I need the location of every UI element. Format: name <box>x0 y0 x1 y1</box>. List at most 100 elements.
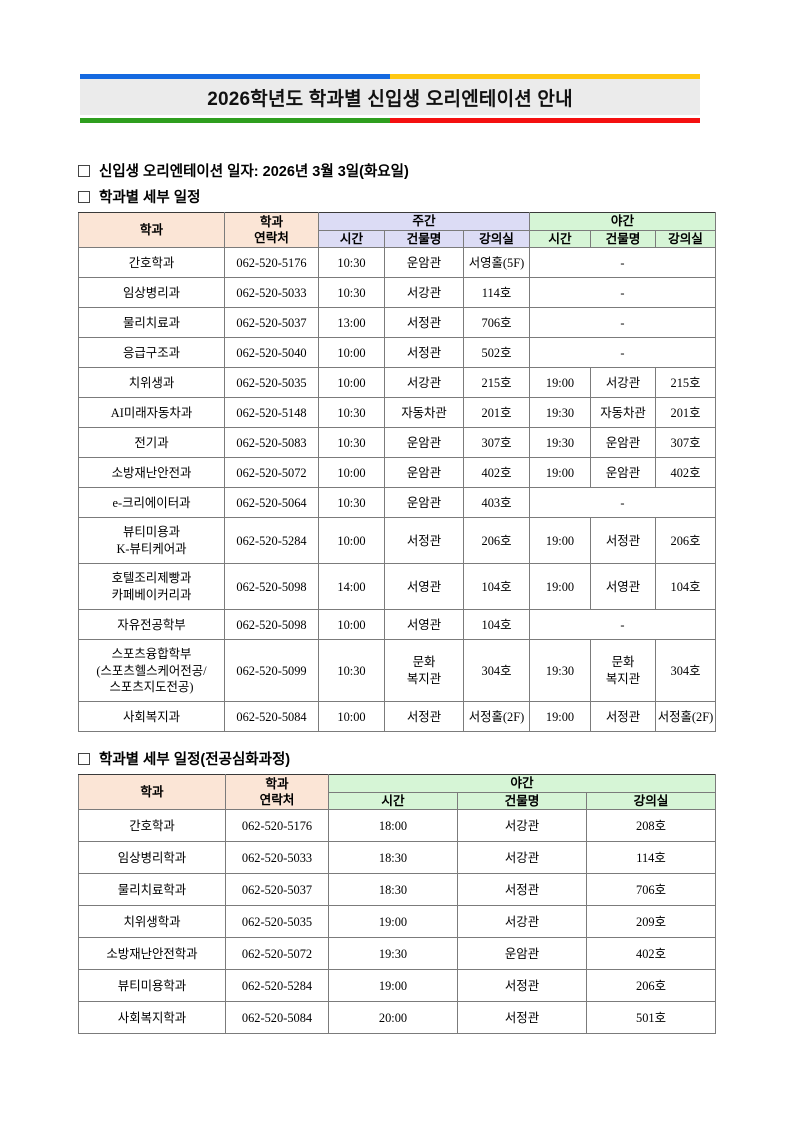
cell-day-room: 304호 <box>463 639 530 703</box>
cell-day-time: 10:00 <box>318 701 385 733</box>
cell-line: 카페베이커리과 <box>111 587 192 602</box>
banner-rule-blue-segment <box>80 74 390 79</box>
cell-day-building: 자동차관 <box>384 397 464 429</box>
banner-rule-green-segment <box>80 118 390 123</box>
cell-night-building: 서강관 <box>457 841 587 875</box>
table1-header-row-1: 학과 학과 연락처 주간 야간 <box>78 211 716 249</box>
th-day-building: 건물명 <box>384 229 464 249</box>
cell-night-time: 19:00 <box>529 457 591 489</box>
cell-night-building: 서정관 <box>590 701 656 733</box>
cell-day-building: 서강관 <box>384 277 464 309</box>
cell-night-building: 서강관 <box>457 809 587 843</box>
th-dept-tel: 학과 연락처 <box>224 211 319 249</box>
bullet-table2-heading-label: 학과별 세부 일정(전공심화과정) <box>99 752 291 768</box>
cell-night-time: 18:30 <box>328 841 458 875</box>
cell-dept-tel: 062-520-5176 <box>224 247 319 279</box>
cell-dept: 뷰티미용학과 <box>78 969 226 1003</box>
cell-day-room: 114호 <box>463 277 530 309</box>
th-group-night: 야간 <box>328 774 716 793</box>
th-dept-tel-line2: 연락처 <box>254 231 289 246</box>
cell-night-time: 19:00 <box>529 367 591 399</box>
bullet-orientation-date: 신입생 오리엔테이션 일자: 2026년 3월 3일(화요일) <box>78 160 409 181</box>
cell-day-room: 서정홀(2F) <box>463 701 530 733</box>
cell-day-building: 운암관 <box>384 427 464 459</box>
cell-day-time: 10:30 <box>318 277 385 309</box>
cell-night-room: 706호 <box>586 873 716 907</box>
cell-dept-tel: 062-520-5083 <box>224 427 319 459</box>
cell-line: 스포츠융합학부 <box>111 647 192 662</box>
table-row: 응급구조과 062-520-5040 10:00 서정관 502호 - <box>78 337 716 369</box>
cell-line: 복지관 <box>605 671 641 686</box>
th-group-night: 야간 <box>529 212 716 231</box>
table1-header-row-2: 시간 건물명 강의실 시간 건물명 강의실 <box>79 229 716 249</box>
th-dept-tel: 학과 연락처 <box>225 773 329 811</box>
table-row: 사회복지과 062-520-5084 10:00 서정관 서정홀(2F) 19:00 서정관… <box>78 701 716 733</box>
cell-dept-tel: 062-520-5148 <box>224 397 319 429</box>
cell-night-room: 206호 <box>655 517 716 565</box>
cell-day-building: 운암관 <box>384 487 464 519</box>
banner-rule-red-segment <box>390 118 700 123</box>
cell-dept: 치위생과 <box>78 367 225 399</box>
cell-night-none: - <box>529 609 716 641</box>
bullet-table2-heading: 학과별 세부 일정(전공심화과정) <box>78 748 290 769</box>
page-title: 2026학년도 학과별 신입생 오리엔테이션 안내 <box>207 88 573 110</box>
th-night-building: 건물명 <box>590 229 656 249</box>
cell-night-room: 402호 <box>586 937 716 971</box>
th-night-room: 강의실 <box>586 791 716 811</box>
cell-night-time: 18:30 <box>328 873 458 907</box>
cell-dept-tel: 062-520-5064 <box>224 487 319 519</box>
bullet-table1-heading: 학과별 세부 일정 <box>78 186 200 207</box>
cell-day-room: 403호 <box>463 487 530 519</box>
cell-night-building: 서영관 <box>590 563 656 611</box>
cell-day-time: 10:30 <box>318 427 385 459</box>
banner-top-rule <box>80 74 700 79</box>
cell-night-time: 19:30 <box>529 639 591 703</box>
cell-day-time: 10:30 <box>318 247 385 279</box>
cell-night-time: 19:00 <box>529 563 591 611</box>
cell-day-building: 운암관 <box>384 457 464 489</box>
cell-dept-tel: 062-520-5098 <box>224 609 319 641</box>
cell-dept: 간호학과 <box>78 247 225 279</box>
cell-night-none: - <box>529 337 716 369</box>
cell-night-building: 서강관 <box>457 905 587 939</box>
cell-dept: 호텔조리제빵과 카페베이커리과 <box>78 563 225 611</box>
cell-dept: 임상병리과 <box>78 277 225 309</box>
cell-dept-tel: 062-520-5098 <box>224 563 319 611</box>
cell-dept: 물리치료과 <box>78 307 225 339</box>
cell-night-room: 209호 <box>586 905 716 939</box>
cell-night-room: 402호 <box>655 457 716 489</box>
cell-dept-tel: 062-520-5099 <box>224 639 319 703</box>
cell-night-building: 문화 복지관 <box>590 639 656 703</box>
cell-night-time: 19:00 <box>529 517 591 565</box>
cell-dept-tel: 062-520-5033 <box>225 841 329 875</box>
cell-day-room: 502호 <box>463 337 530 369</box>
cell-night-none: - <box>529 277 716 309</box>
cell-day-building: 서강관 <box>384 367 464 399</box>
cell-day-building: 서영관 <box>384 563 464 611</box>
cell-night-room: 서정홀(2F) <box>655 701 716 733</box>
cell-night-time: 20:00 <box>328 1001 458 1035</box>
cell-dept: 소방재난안전과 <box>78 457 225 489</box>
cell-dept-tel: 062-520-5072 <box>225 937 329 971</box>
table2-body: 간호학과 062-520-5176 18:00 서강관 208호 임상병리학과 062-52… <box>78 809 716 1035</box>
cell-night-room: 215호 <box>655 367 716 399</box>
cell-dept-tel: 062-520-5037 <box>225 873 329 907</box>
cell-day-room: 206호 <box>463 517 530 565</box>
cell-day-building: 서정관 <box>384 701 464 733</box>
cell-day-building: 서정관 <box>384 517 464 565</box>
cell-day-time: 10:00 <box>318 337 385 369</box>
cell-night-room: 104호 <box>655 563 716 611</box>
cell-dept: 물리치료학과 <box>78 873 226 907</box>
cell-dept: 뷰티미용과 K-뷰티케어과 <box>78 517 225 565</box>
cell-dept-tel: 062-520-5033 <box>224 277 319 309</box>
cell-day-building: 운암관 <box>384 247 464 279</box>
th-night-time: 시간 <box>529 229 591 249</box>
cell-dept: 자유전공학부 <box>78 609 225 641</box>
table-row: 치위생과 062-520-5035 10:00 서강관 215호 19:00 서강관 215호 <box>78 367 716 399</box>
cell-day-room: 201호 <box>463 397 530 429</box>
cell-night-room: 206호 <box>586 969 716 1003</box>
cell-day-room: 서영홀(5F) <box>463 247 530 279</box>
cell-dept: 스포츠융합학부 (스포츠헬스케어전공/스포츠지도전공) <box>78 639 225 703</box>
title-banner: 2026학년도 학과별 신입생 오리엔테이션 안내 <box>80 74 700 123</box>
cell-night-time: 18:00 <box>328 809 458 843</box>
